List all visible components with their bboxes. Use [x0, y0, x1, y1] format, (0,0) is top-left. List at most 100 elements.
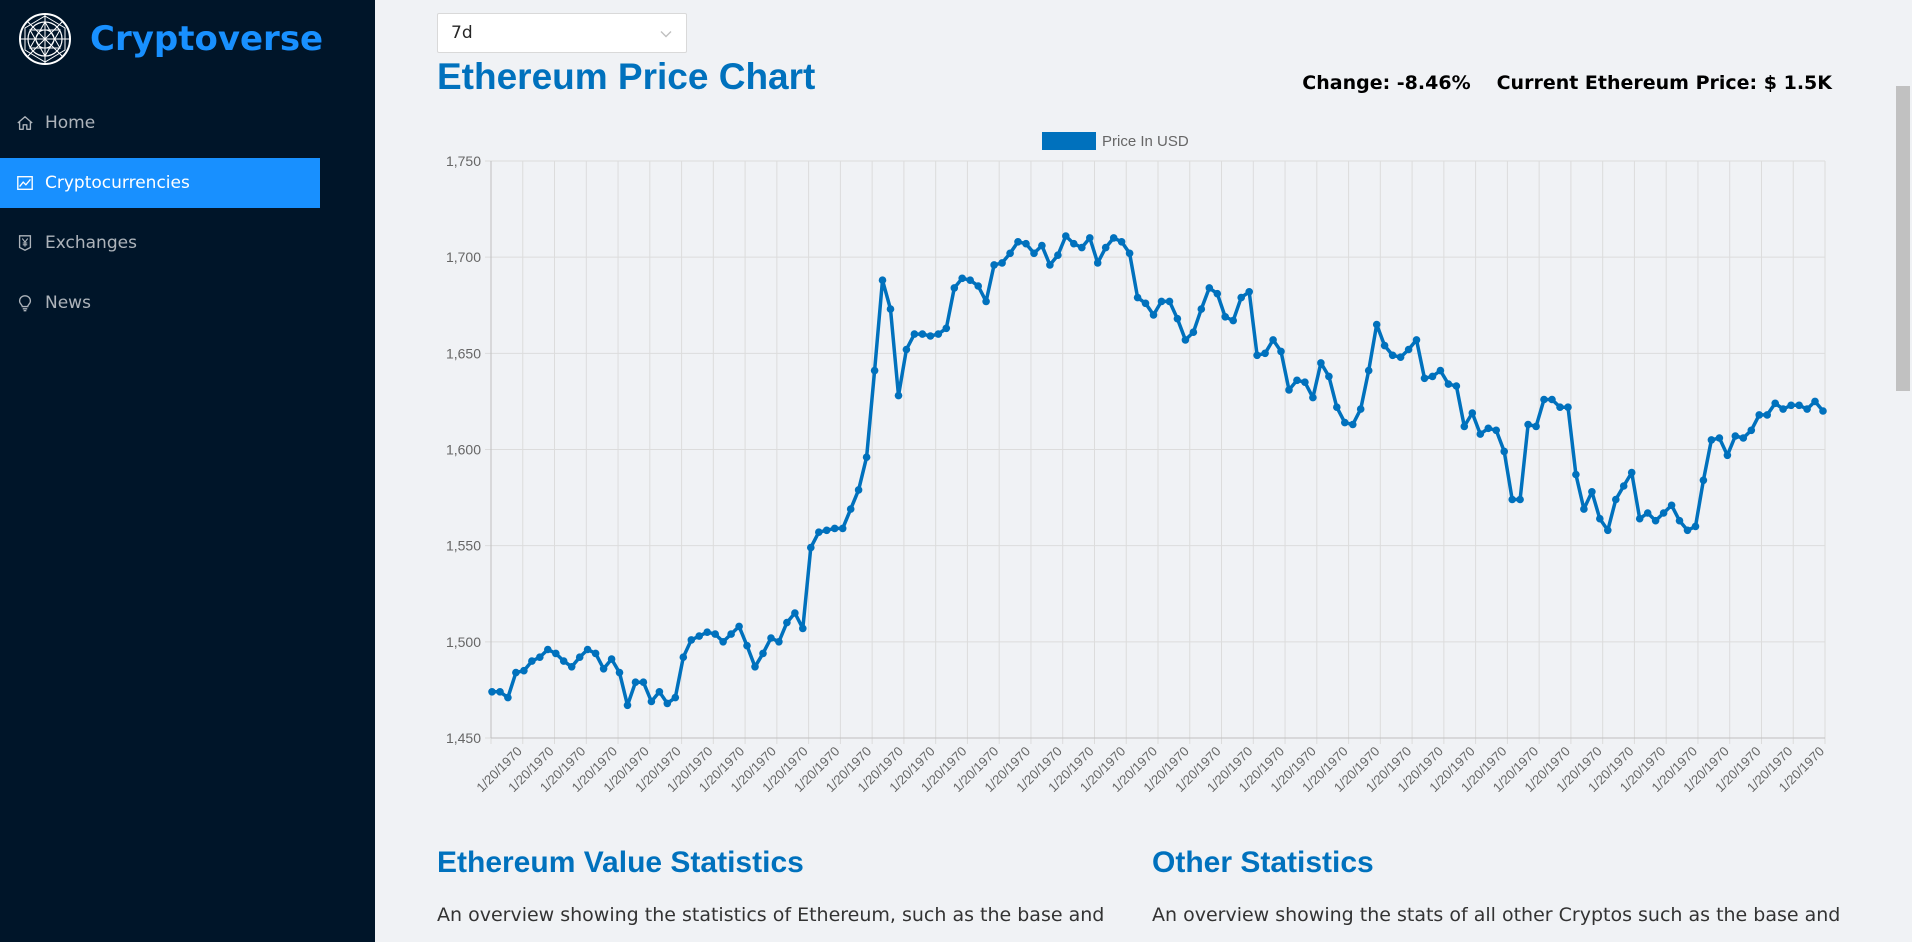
data-point: [822, 526, 831, 535]
data-point: [934, 330, 943, 338]
data-point: [751, 663, 759, 671]
brand[interactable]: Cryptoverse: [18, 12, 323, 66]
data-point: [727, 630, 735, 638]
data-point: [1078, 243, 1086, 252]
data-point: [1588, 488, 1596, 496]
data-point: [1125, 249, 1134, 258]
data-point: [1022, 239, 1030, 248]
data-point: [1086, 234, 1094, 242]
data-point: [902, 345, 911, 354]
data-point: [1404, 345, 1413, 354]
data-point: [1117, 238, 1126, 246]
data-point: [807, 543, 815, 552]
data-point: [799, 624, 807, 633]
data-point: [1269, 336, 1277, 344]
bulb-icon: [15, 293, 35, 313]
data-point: [1556, 403, 1564, 412]
time-period-value: 7d: [451, 23, 473, 43]
data-point: [1349, 420, 1357, 429]
ethereum-value-statistics-title: Ethereum Value Statistics: [437, 846, 804, 879]
data-point: [838, 524, 847, 533]
chevron-down-icon: [658, 26, 674, 42]
other-statistics-title: Other Statistics: [1152, 846, 1374, 879]
data-point: [615, 668, 624, 677]
data-point: [1046, 261, 1054, 269]
data-point: [1707, 436, 1716, 444]
data-point: [1038, 241, 1046, 250]
data-point: [544, 645, 552, 654]
data-point: [974, 282, 982, 290]
data-point: [783, 618, 791, 627]
y-tick-label: 1,450: [446, 730, 481, 746]
data-point: [1436, 366, 1445, 375]
data-point: [1372, 320, 1381, 329]
data-point: [1149, 311, 1158, 319]
data-point: [1635, 514, 1644, 523]
data-point: [1580, 505, 1588, 513]
data-point: [567, 663, 576, 671]
data-point: [1779, 405, 1787, 413]
data-point: [1612, 495, 1620, 504]
data-point: [1189, 328, 1198, 336]
legend-label: Price In USD: [1102, 133, 1189, 150]
data-point: [631, 678, 640, 686]
money-collect-icon: [15, 233, 35, 253]
data-point: [1675, 516, 1684, 525]
data-point: [1524, 420, 1532, 429]
data-point: [1508, 495, 1516, 504]
data-point: [1667, 501, 1676, 510]
data-point: [878, 276, 887, 284]
data-point: [1197, 305, 1206, 313]
data-point: [1109, 234, 1118, 242]
ethereum-value-statistics-text: An overview showing the statistics of Et…: [437, 904, 1105, 926]
data-point: [735, 622, 743, 631]
data-point: [1205, 284, 1214, 292]
data-point: [1548, 395, 1556, 404]
sidebar-item-exchanges[interactable]: Exchanges: [0, 218, 320, 268]
data-point: [1715, 434, 1724, 442]
data-point: [1173, 314, 1182, 323]
brand-name[interactable]: Cryptoverse: [90, 19, 324, 59]
data-point: [982, 297, 990, 306]
data-point: [958, 274, 966, 283]
data-point: [623, 701, 632, 710]
data-point: [1396, 353, 1405, 361]
sidebar-item-news[interactable]: News: [0, 278, 320, 328]
data-point: [647, 697, 656, 706]
data-point: [591, 649, 600, 658]
data-point: [1245, 288, 1253, 296]
data-point: [607, 655, 616, 663]
data-point: [1301, 378, 1309, 387]
data-point: [1659, 509, 1668, 517]
time-period-select[interactable]: 7d: [437, 13, 687, 53]
data-point: [998, 259, 1006, 267]
sidebar-item-label: Cryptocurrencies: [45, 173, 190, 193]
data-point: [1699, 476, 1708, 485]
data-point: [687, 636, 696, 644]
data-point: [711, 630, 719, 638]
data-point: [559, 657, 568, 665]
sidebar-item-home[interactable]: Home: [0, 98, 320, 148]
data-point: [1325, 372, 1333, 381]
sidebar-item-cryptocurrencies[interactable]: Cryptocurrencies: [0, 158, 320, 208]
line-chart-icon: [15, 173, 35, 193]
globe-icon[interactable]: [18, 12, 72, 66]
data-point: [910, 330, 919, 338]
data-point: [504, 693, 512, 702]
data-point: [1093, 259, 1102, 267]
data-point: [1317, 359, 1325, 367]
data-point: [759, 649, 767, 658]
scrollbar-thumb[interactable]: [1896, 86, 1910, 391]
data-point: [575, 653, 584, 661]
data-point: [1516, 495, 1524, 504]
data-point: [1803, 405, 1811, 413]
page-scrollbar[interactable]: [1894, 0, 1912, 942]
data-point: [1133, 293, 1142, 302]
data-point: [846, 505, 855, 513]
data-point: [1651, 516, 1660, 525]
data-point: [528, 657, 536, 665]
data-point: [942, 324, 951, 333]
data-point: [1165, 297, 1174, 306]
data-point: [1356, 405, 1365, 413]
